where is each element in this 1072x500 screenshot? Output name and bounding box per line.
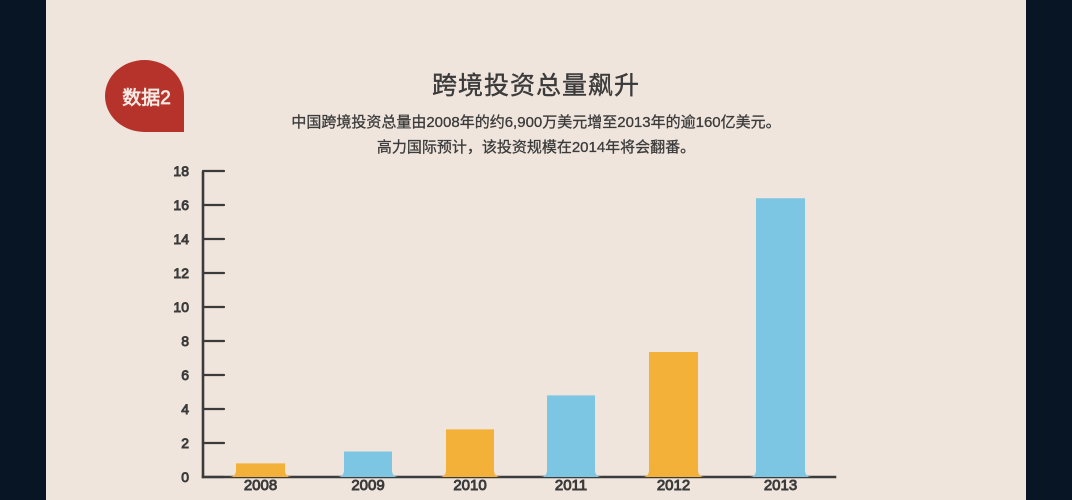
svg-text:2009: 2009	[351, 477, 384, 494]
svg-text:16: 16	[173, 197, 189, 213]
svg-text:2008: 2008	[244, 477, 277, 494]
svg-text:2010: 2010	[453, 477, 486, 494]
svg-text:10: 10	[173, 299, 189, 315]
svg-text:2: 2	[181, 435, 189, 451]
svg-text:0: 0	[181, 469, 189, 485]
svg-text:6: 6	[181, 367, 189, 383]
svg-text:12: 12	[173, 265, 189, 281]
svg-text:18: 18	[173, 163, 189, 179]
svg-text:8: 8	[181, 333, 189, 349]
svg-text:2011: 2011	[555, 477, 587, 494]
svg-text:2013: 2013	[764, 477, 797, 494]
svg-text:14: 14	[173, 231, 189, 247]
svg-text:4: 4	[181, 401, 189, 417]
svg-text:2012: 2012	[657, 477, 690, 494]
